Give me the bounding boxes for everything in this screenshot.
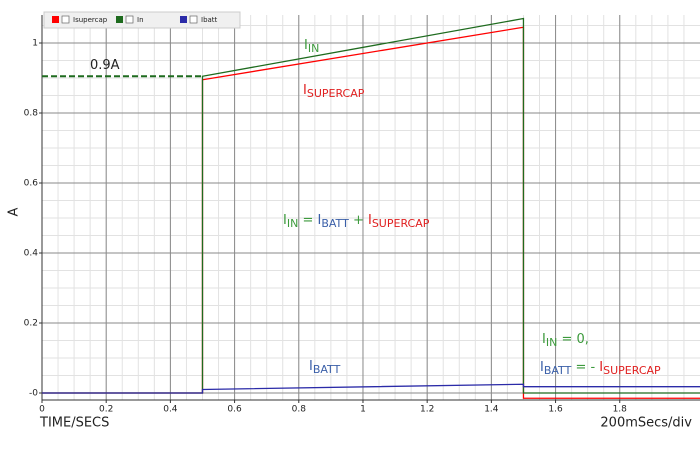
- legend-label: In: [137, 16, 144, 24]
- annotation-text: = -: [571, 360, 599, 375]
- annotation-text: +: [349, 213, 368, 228]
- annotation-text: I: [303, 83, 307, 98]
- x-tick-label: 0.6: [227, 405, 242, 415]
- annotation-text: I: [304, 38, 308, 53]
- annotation-text: =: [298, 213, 317, 228]
- y-tick-label: 0.2: [24, 319, 38, 329]
- annotation-subscript: SUPERCAP: [372, 217, 430, 230]
- annotation: ISUPERCAP​: [303, 83, 365, 101]
- annotation-subscript: IN: [546, 336, 557, 349]
- scale-label: 200mSecs/div: [600, 416, 692, 431]
- annotation: IIN​: [304, 38, 319, 56]
- series-line: [42, 17, 700, 394]
- annotation-subscript: BATT: [544, 364, 572, 377]
- annotation-text: I: [318, 213, 322, 228]
- annotation-subscript: IN: [287, 217, 298, 230]
- legend-checkbox: [125, 15, 134, 24]
- annotation-subscript: IN: [308, 42, 319, 55]
- legend-checkbox: [189, 15, 198, 24]
- annotation-text: I: [309, 359, 313, 374]
- annotation-subscript: SUPERCAP: [603, 364, 661, 377]
- annotation: IBATT​ = - ISUPERCAP​: [540, 360, 661, 378]
- x-tick-label: 0.8: [292, 405, 307, 415]
- annotation: IIN​ = IBATT​ + ISUPERCAP​: [283, 213, 430, 231]
- legend-label: Ibatt: [201, 16, 218, 24]
- y-axis-label: A: [7, 207, 22, 216]
- annotation-subscript: BATT: [313, 363, 341, 376]
- x-tick-label: 1.4: [484, 405, 499, 415]
- x-tick-label: 1.2: [420, 405, 434, 415]
- annotation: IIN​ = 0,: [542, 332, 589, 350]
- legend-swatch: [180, 16, 187, 23]
- legend-label: Isupercap: [73, 16, 108, 24]
- annotation-text: = 0,: [557, 332, 589, 347]
- annotation-subscript: SUPERCAP: [307, 87, 365, 100]
- legend-swatch: [116, 16, 123, 23]
- y-tick-label: 0.6: [24, 179, 39, 189]
- annotation-text: I: [599, 360, 603, 375]
- annotation: IBATT​: [309, 359, 341, 377]
- x-tick-label: 0.2: [99, 405, 113, 415]
- annotation-text: I: [368, 213, 372, 228]
- y-tick-label: 0.4: [24, 249, 39, 259]
- annotation-text: I: [540, 360, 544, 375]
- legend-checkbox: [61, 15, 70, 24]
- x-axis-label: TIME/SECS: [39, 416, 109, 431]
- legend: Isupercap In Ibatt: [43, 11, 241, 29]
- x-tick-label: 1: [360, 405, 366, 415]
- reference-label: 0.9A: [90, 58, 120, 73]
- x-tick-label: 0.4: [163, 405, 178, 415]
- annotation-text: I: [542, 332, 546, 347]
- y-tick-label: 1: [32, 39, 38, 49]
- series-line: [42, 383, 700, 394]
- annotation-text: I: [283, 213, 287, 228]
- legend-swatch: [52, 16, 59, 23]
- x-tick-label: 0: [39, 405, 45, 415]
- y-tick-label: 0.8: [24, 109, 39, 119]
- y-tick-label: -0: [29, 389, 38, 399]
- x-tick-label: 1.8: [613, 405, 628, 415]
- x-tick-label: 1.6: [548, 405, 563, 415]
- annotation-subscript: BATT: [321, 217, 349, 230]
